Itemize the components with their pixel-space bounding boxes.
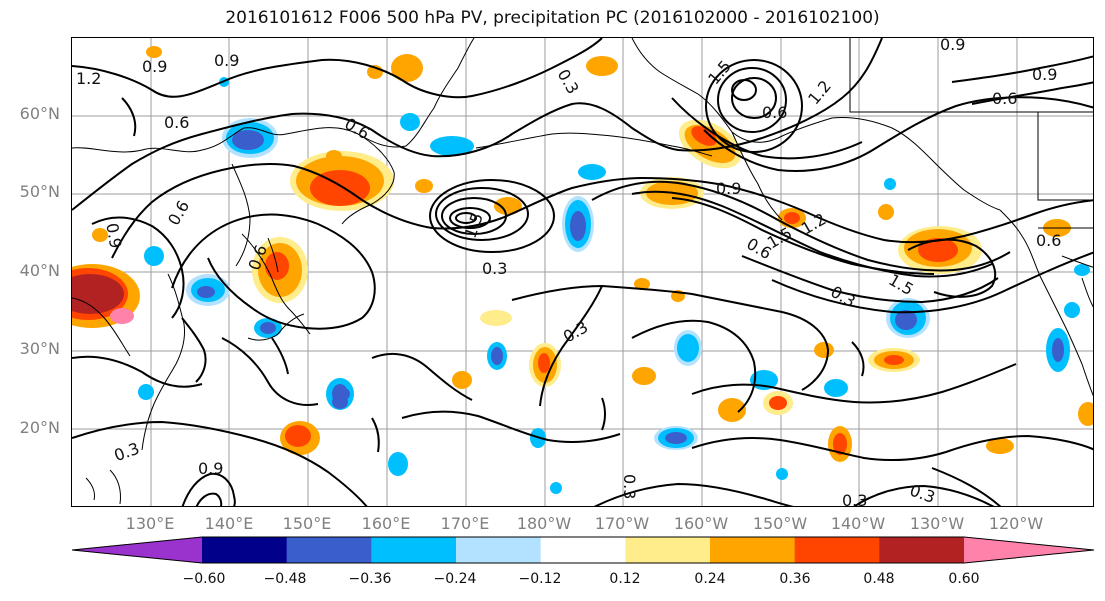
positive-precip-blob bbox=[763, 391, 793, 415]
longitude-label: 130°W bbox=[909, 514, 965, 533]
colorbar-segment bbox=[202, 537, 288, 563]
colorbar-segment bbox=[286, 537, 372, 563]
colorbar-tick-label: 0.60 bbox=[948, 571, 980, 587]
negative-precip-blob bbox=[1046, 328, 1070, 372]
contour-label: 1.5 bbox=[704, 57, 735, 89]
colorbar-tick-label: 0.36 bbox=[779, 571, 811, 587]
colorbar-segments bbox=[71, 536, 1095, 564]
positive-precip-blob bbox=[828, 426, 852, 462]
colorbar-segment bbox=[72, 537, 202, 563]
latitude-label: 30°N bbox=[19, 339, 60, 358]
colorbar-segment bbox=[540, 537, 626, 563]
contour-label: 0.9 bbox=[102, 222, 125, 250]
coastlines bbox=[72, 38, 1093, 505]
colorbar-segment bbox=[456, 537, 542, 563]
contour-label: 1.5 bbox=[885, 270, 917, 299]
colorbar-outline bbox=[71, 536, 1095, 564]
contour-label: 0.3 bbox=[907, 480, 937, 507]
contour-label: 1.5 bbox=[460, 210, 487, 240]
contour-label: 0.3 bbox=[111, 439, 141, 466]
longitude-label: 170°E bbox=[440, 514, 490, 533]
longitude-label: 130°E bbox=[125, 514, 175, 533]
positive-precip-blob bbox=[92, 46, 1093, 454]
colorbar-segment bbox=[371, 537, 457, 563]
negative-precip-blob bbox=[254, 318, 282, 338]
contour-label: 0.3 bbox=[482, 259, 507, 278]
longitude-label: 170°W bbox=[594, 514, 650, 533]
contour-label: 0.3 bbox=[842, 491, 867, 507]
positive-precip-blob bbox=[252, 237, 308, 303]
colorbar-segment bbox=[879, 537, 965, 563]
latitude-label: 50°N bbox=[19, 182, 60, 201]
negative-precip-blob bbox=[222, 118, 278, 158]
colorbar-tick-label: 0.48 bbox=[863, 571, 895, 587]
colorbar-tick-label: 0.24 bbox=[694, 571, 726, 587]
contour-label: 0.9 bbox=[940, 38, 965, 54]
contour-label: 0.9 bbox=[1032, 65, 1057, 84]
map-title: 2016101612 F006 500 hPa PV, precipitatio… bbox=[225, 8, 880, 28]
longitude-label: 150°E bbox=[282, 514, 332, 533]
colorbar bbox=[71, 536, 1095, 564]
positive-precip-blob bbox=[72, 264, 140, 328]
colorbar-segment bbox=[710, 537, 796, 563]
contour-label: 0.3 bbox=[620, 474, 639, 499]
colorbar-tick-label: −0.60 bbox=[182, 571, 226, 587]
colorbar-tick-label: −0.12 bbox=[518, 571, 562, 587]
colorbar-tick-label: −0.48 bbox=[263, 571, 307, 587]
longitude-label: 160°E bbox=[361, 514, 411, 533]
longitude-label: 150°W bbox=[752, 514, 808, 533]
longitude-label: 140°E bbox=[204, 514, 254, 533]
latitude-label: 20°N bbox=[19, 418, 60, 437]
map-canvas: 1.2 0.9 0.9 0.3 1.5 1.2 0.9 0.9 0.6 0.9 … bbox=[72, 38, 1093, 507]
negative-precip-blob bbox=[654, 426, 698, 450]
contour-label: 0.3 bbox=[560, 317, 592, 346]
contour-label: 0.9 bbox=[716, 179, 741, 198]
longitude-label: 160°W bbox=[673, 514, 729, 533]
negative-precip-blob bbox=[487, 342, 507, 370]
contour-label: 0.3 bbox=[554, 66, 583, 98]
positive-precip-blob bbox=[290, 151, 394, 211]
positive-precip-blob bbox=[718, 398, 746, 422]
longitude-label: 180°W bbox=[516, 514, 572, 533]
contour-label: 0.9 bbox=[214, 51, 239, 70]
contour-label: 0.9 bbox=[198, 459, 223, 478]
positive-precip-blob bbox=[868, 348, 920, 372]
positive-precip-blob bbox=[280, 421, 320, 455]
contour-label: 0.6 bbox=[164, 197, 193, 229]
contour-label: 1.2 bbox=[76, 69, 101, 88]
pv-contours bbox=[72, 38, 1093, 506]
longitude-label: 140°W bbox=[830, 514, 886, 533]
contour-label: 0.6 bbox=[1036, 231, 1061, 250]
contour-label: 0.6 bbox=[762, 103, 787, 122]
latitude-label: 40°N bbox=[19, 261, 60, 280]
negative-precip-blob bbox=[186, 274, 230, 306]
map-panel: 1.2 0.9 0.9 0.3 1.5 1.2 0.9 0.9 0.6 0.9 … bbox=[71, 37, 1094, 507]
colorbar-segment bbox=[964, 537, 1094, 563]
colorbar-tick-label: 0.12 bbox=[609, 571, 641, 587]
negative-precip-blob bbox=[674, 330, 702, 366]
contour-label: 1.2 bbox=[804, 77, 835, 109]
colorbar-segment bbox=[794, 537, 880, 563]
longitude-label: 120°W bbox=[988, 514, 1044, 533]
negative-precip-blob bbox=[562, 196, 594, 252]
negative-precip-blob bbox=[886, 298, 930, 338]
contour-label: 0.9 bbox=[142, 57, 167, 76]
gridlines bbox=[72, 38, 1093, 506]
colorbar-segment bbox=[625, 537, 711, 563]
colorbar-tick-label: −0.24 bbox=[433, 571, 477, 587]
latitude-label: 60°N bbox=[19, 104, 60, 123]
contour-label: 0.6 bbox=[164, 113, 189, 132]
negative-precip-blob bbox=[138, 77, 1090, 494]
positive-precip-blob bbox=[529, 343, 561, 387]
contour-label: 0.6 bbox=[992, 89, 1017, 108]
colorbar-tick-label: −0.36 bbox=[348, 571, 392, 587]
